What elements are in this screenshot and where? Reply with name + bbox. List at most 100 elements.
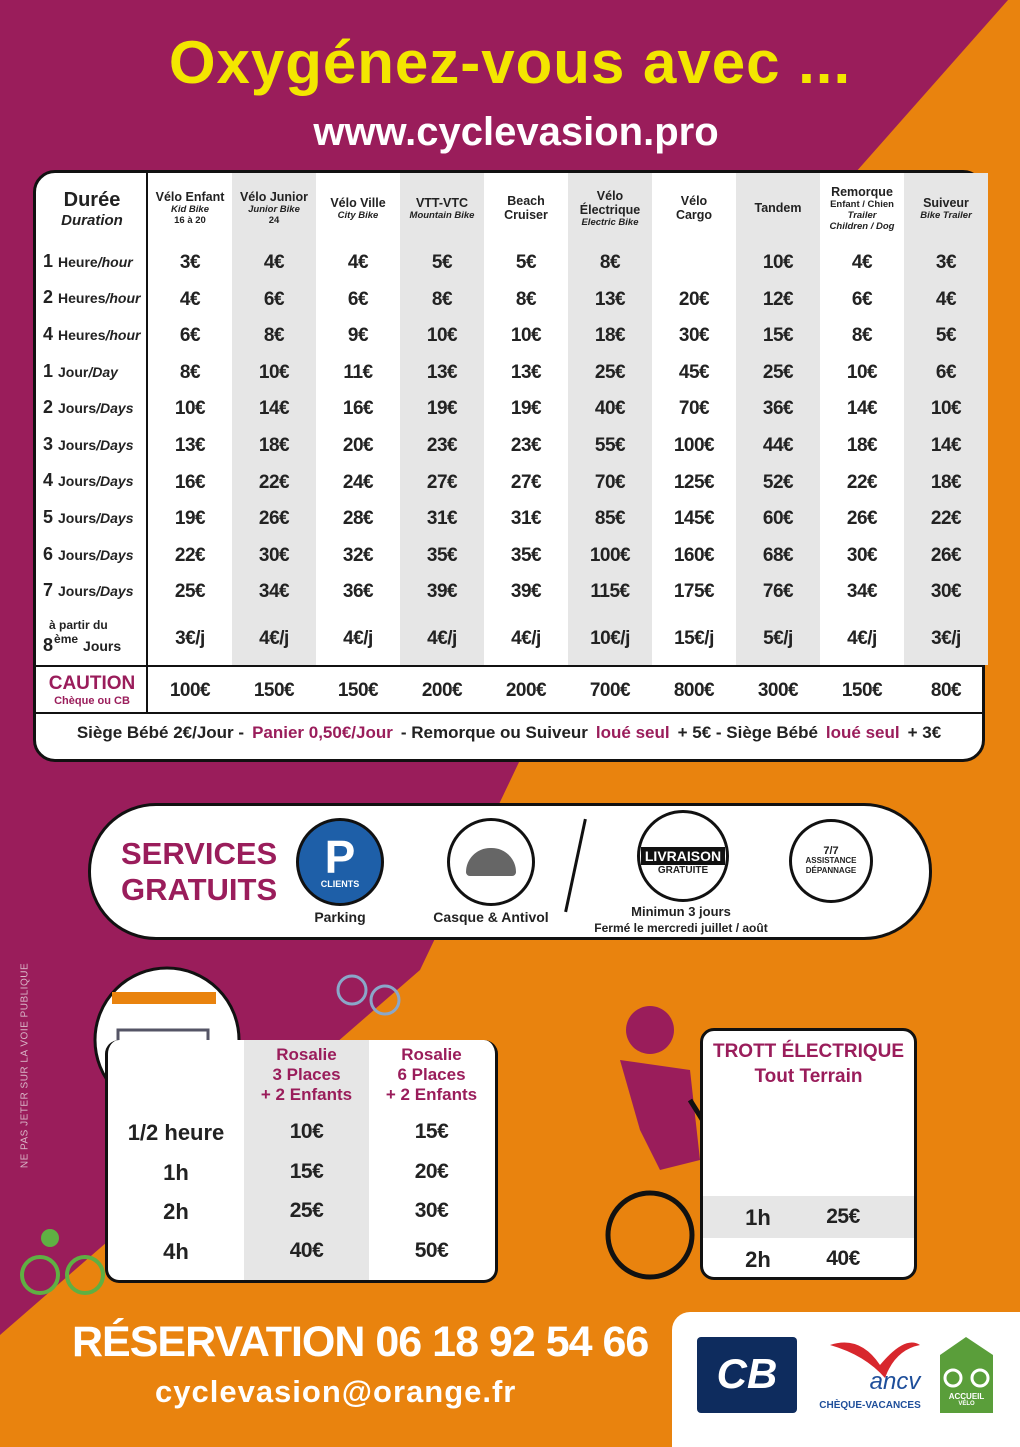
price: 85€ xyxy=(594,508,626,530)
delivery-band: LIVRAISON xyxy=(640,846,726,865)
price: 24€ xyxy=(342,471,374,493)
price: 39€ xyxy=(510,581,542,603)
assistance-text: ASSISTANCE xyxy=(805,856,857,865)
price: 18€ xyxy=(930,471,962,493)
row-label-fr: Heures xyxy=(58,290,106,307)
rosalie-price: 15€ xyxy=(289,1159,324,1183)
price: 19€ xyxy=(174,508,206,530)
extra: loué seul xyxy=(825,723,900,742)
rosalie-price: 10€ xyxy=(289,1120,324,1143)
row-label-num: 1 xyxy=(43,360,54,381)
row-label-en: /Days xyxy=(96,546,134,563)
services-box: SERVICES GRATUITS P CLIENTS Parking Casque & … xyxy=(88,803,932,940)
price: 3€ xyxy=(179,252,201,273)
price: 4€ xyxy=(347,252,369,273)
price: 6€ xyxy=(935,361,957,383)
row-label-fr: Heure xyxy=(58,253,98,270)
row-label-fr: Jours xyxy=(58,583,97,600)
rosalie-header-line: Rosalie xyxy=(276,1045,337,1064)
row-label-fr: Jours xyxy=(58,473,97,490)
row-label-line: 2 Heures/hour xyxy=(43,287,145,308)
column-name: Suiveur xyxy=(923,195,969,210)
row-label-en: /Days xyxy=(96,473,134,490)
row-label-en: /Days xyxy=(96,509,134,526)
price: 6€ xyxy=(851,288,873,310)
price: 5€ xyxy=(935,325,957,347)
price xyxy=(652,243,736,280)
rosalie-header-line: 6 Places xyxy=(397,1065,466,1084)
extra: Siège Bébé 2€/Jour - xyxy=(76,723,245,742)
column-name: Vélo Ville xyxy=(330,195,386,210)
price: 23€ xyxy=(510,435,542,456)
price: 32€ xyxy=(342,544,374,566)
column-name: Vélo Junior xyxy=(239,190,309,204)
price: 4€ xyxy=(935,288,957,310)
price: 4€ xyxy=(851,252,873,273)
row-shade xyxy=(703,1196,914,1238)
price: 5€ xyxy=(515,252,537,273)
extra: loué seul xyxy=(595,723,670,742)
row-label-num: 5 xyxy=(43,506,54,527)
column-header: Vélo Junior Junior Bike 24 xyxy=(232,173,316,243)
caution-price: 200€ xyxy=(505,680,547,701)
price: 60€ xyxy=(762,508,794,530)
price: 19€ xyxy=(510,398,542,420)
rosalie-price: 50€ xyxy=(414,1238,449,1262)
column-shade xyxy=(400,173,484,665)
caution-price: 700€ xyxy=(589,680,631,701)
ancv-text: ancv xyxy=(869,1368,921,1395)
price: 8€ xyxy=(599,252,621,273)
column-en: City Bike xyxy=(337,209,379,221)
price: 16€ xyxy=(174,471,206,493)
row-label: 4 Heures/hour xyxy=(43,316,145,353)
column-name: Remorque xyxy=(831,184,893,199)
services-title: SERVICES xyxy=(121,836,278,871)
column-shade xyxy=(736,173,820,665)
extra: + 3€ xyxy=(907,723,942,742)
price-table: Durée Duration Vélo Enfant Kid Bike 16 à 20 V… xyxy=(33,170,988,762)
extra: + 5€ - Siège Bébé xyxy=(677,723,818,742)
price: 3€/j xyxy=(931,628,961,649)
accueil-velo-wheel xyxy=(943,1368,963,1388)
column-en: Electric Bike xyxy=(581,216,639,228)
ancv-bird xyxy=(830,1342,920,1378)
price: 14€ xyxy=(258,398,290,420)
row-label-line: 1 Jour/Day xyxy=(43,361,145,382)
price: 10€ xyxy=(846,361,878,383)
price: 22€ xyxy=(258,471,290,493)
website: www.cyclevasion.pro xyxy=(313,110,719,154)
rosalie-header-line: + 2 Enfants xyxy=(260,1085,353,1104)
price: 31€ xyxy=(510,508,542,530)
caution-fr: CAUTION xyxy=(48,673,136,694)
divider xyxy=(36,665,982,667)
row-label-num: 6 xyxy=(43,543,54,564)
price: 27€ xyxy=(426,471,458,493)
accueil-text: ACCUEIL xyxy=(948,1392,985,1401)
row-label-line: 3 Jours/Days xyxy=(43,434,145,455)
row-label-fr: Jour xyxy=(58,363,89,380)
column-header: Suiveur Bike Trailer xyxy=(904,173,988,243)
row-label: 3 Jours/Days xyxy=(43,426,145,463)
row-label-num: 1 xyxy=(43,250,54,271)
cyclist-icon xyxy=(369,984,401,1016)
price: 30€ xyxy=(258,544,290,566)
row-label-en: /Days xyxy=(96,436,134,453)
rosalie-price: 15€ xyxy=(414,1120,449,1143)
service-icon xyxy=(447,818,535,906)
price: 30€ xyxy=(930,581,962,603)
row-label-sup: ème xyxy=(54,632,79,646)
price: 13€ xyxy=(426,361,458,383)
cb-logo xyxy=(697,1337,797,1413)
caution-price: 300€ xyxy=(757,680,799,701)
price: 13€ xyxy=(510,361,542,383)
row-label: 2 Jours/Days xyxy=(43,389,145,426)
price: 15€/j xyxy=(674,628,714,649)
service-icon: LIVRAISON GRATUITE xyxy=(637,810,729,902)
price: 18€ xyxy=(846,435,878,456)
caution-price: 150€ xyxy=(337,680,379,701)
row-label-num: 3 xyxy=(43,433,54,454)
row-label-en: /hour xyxy=(97,253,133,270)
row-label-fr: Jours xyxy=(58,436,97,453)
services-title: GRATUITS xyxy=(121,872,278,907)
